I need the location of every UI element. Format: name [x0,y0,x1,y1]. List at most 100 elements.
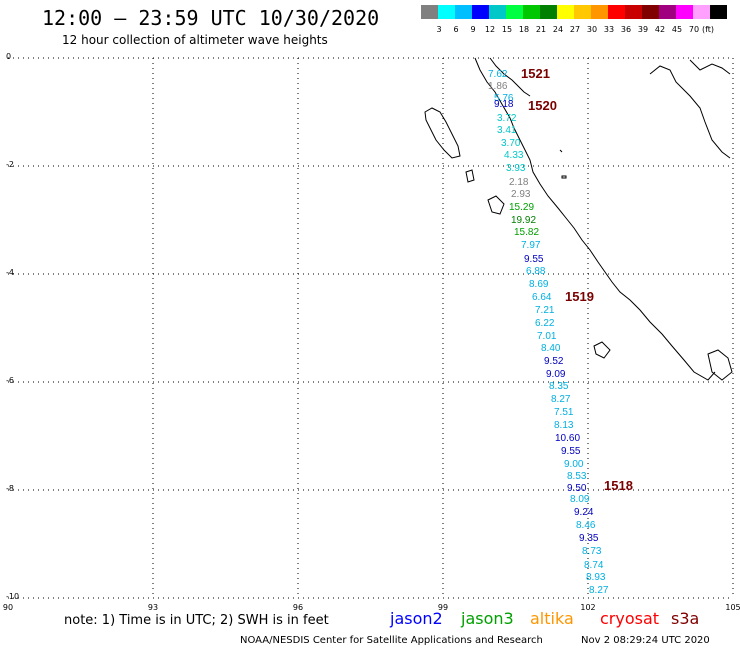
coast-tiny-2 [561,175,567,179]
legend-label: 36 [620,25,632,34]
legend-label: 12 [484,25,496,34]
y-tick-label: -6 [6,376,14,385]
legend-swatch [455,5,472,19]
legend-swatch [540,5,557,19]
map-title: 12:00 — 23:59 UTC 10/30/2020 [42,6,380,30]
wave-height-value: 8.27 [589,585,609,596]
wave-height-value: 9.55 [561,446,581,457]
wave-height-value: 9.00 [564,459,584,470]
wave-height-value: 2.93 [511,189,531,200]
wave-height-value: 8.35 [549,381,569,392]
coastline [424,57,733,381]
legend-swatch [523,5,540,19]
legend-label: 27 [569,25,581,34]
island-small-2 [465,169,475,183]
satellite-jason2: jason2 [390,609,443,628]
island-large [424,107,461,159]
legend-label: 30 [586,25,598,34]
y-tick-label: -2 [6,160,14,169]
wave-height-value: 9.18 [494,99,514,110]
wave-height-value: 7.21 [535,305,555,316]
wave-height-value: 8.40 [541,343,561,354]
wave-height-value: 7.01 [537,331,557,342]
legend-swatch [421,5,438,19]
wave-height-value: 8.46 [576,520,596,531]
satellite-s3a: s3a [671,609,700,628]
legend-swatch [472,5,489,19]
legend-swatch [608,5,625,19]
wave-height-value: 8.27 [551,394,571,405]
wave-height-value: 15.82 [514,227,540,238]
x-tick-label: 93 [147,603,159,612]
y-tick-label: -4 [6,268,14,277]
island-se [707,349,733,381]
timestamp: Nov 2 08:29:24 UTC 2020 [581,635,710,646]
wave-height-value: 9.35 [579,533,599,544]
pass-number: 1519 [565,289,594,304]
wave-height-value: 6.22 [535,318,555,329]
wave-height-value: 2.18 [509,177,529,188]
legend-label: 42 [654,25,666,34]
wave-height-value: 6.64 [532,292,552,303]
satellite-cryosat: cryosat [600,609,660,628]
legend-label: 70 [688,25,700,34]
legend-swatch [642,5,659,19]
pass-number: 1518 [604,478,633,493]
wave-height-value: 8.73 [582,546,602,557]
legend-label: 3 [436,25,442,34]
pass-number: 1521 [521,66,550,81]
legend-swatch [625,5,642,19]
satellite-altika: altika [530,609,574,628]
x-tick-label: 96 [292,603,304,612]
legend-label: 33 [603,25,615,34]
legend-swatch [506,5,523,19]
footer-note: note: 1) Time is in UTC; 2) SWH is in fe… [64,613,329,628]
wave-height-value: 8.93 [586,572,606,583]
legend-swatch [676,5,693,19]
wave-height-value: 7.97 [521,240,541,251]
wave-height-value: 4.33 [504,150,524,161]
wave-height-value: 9.24 [574,507,594,518]
coast-ne-2 [689,59,731,75]
wave-height-value: 3.70 [501,138,521,149]
wave-height-value: 3.93 [506,163,526,174]
coast-ne [649,65,731,159]
y-tick-label: -10 [6,592,20,601]
y-tick-label: -8 [6,484,14,493]
wave-height-value: 9.52 [544,356,564,367]
legend-label: 45 [671,25,683,34]
x-tick-label: 90 [2,603,14,612]
legend-swatch [659,5,676,19]
legend-label: 24 [552,25,564,34]
wave-height-value: 8.69 [529,279,549,290]
legend-swatch [574,5,591,19]
wave-height-value: 19.92 [511,215,537,226]
legend-label: 6 [453,25,459,34]
wave-height-value: 1.86 [488,81,508,92]
legend-label: 15 [501,25,513,34]
wave-height-value: 9.09 [546,369,566,380]
legend-swatch [438,5,455,19]
wave-height-value: 8.53 [567,471,587,482]
wave-height-value: 8.13 [554,420,574,431]
legend-swatch [591,5,608,19]
island-small-1 [487,195,505,215]
wave-height-value: 8.09 [570,494,590,505]
island-east [593,341,611,359]
legend-label: 9 [470,25,476,34]
x-tick-label: 105 [725,603,740,612]
x-tick-label: 102 [580,603,596,612]
legend-swatch [693,5,710,19]
legend-label: 21 [535,25,547,34]
wave-height-value: 5.76 [494,93,514,104]
wave-height-value: 7.62 [488,69,508,80]
satellite-jason3: jason3 [461,609,514,628]
wave-height-value: 6.88 [526,266,546,277]
legend-swatch [489,5,506,19]
legend-swatch [557,5,574,19]
coast-tiny [559,149,563,153]
legend-swatch [710,5,727,19]
x-tick-label: 99 [437,603,449,612]
wave-height-value: 15.29 [509,202,535,213]
